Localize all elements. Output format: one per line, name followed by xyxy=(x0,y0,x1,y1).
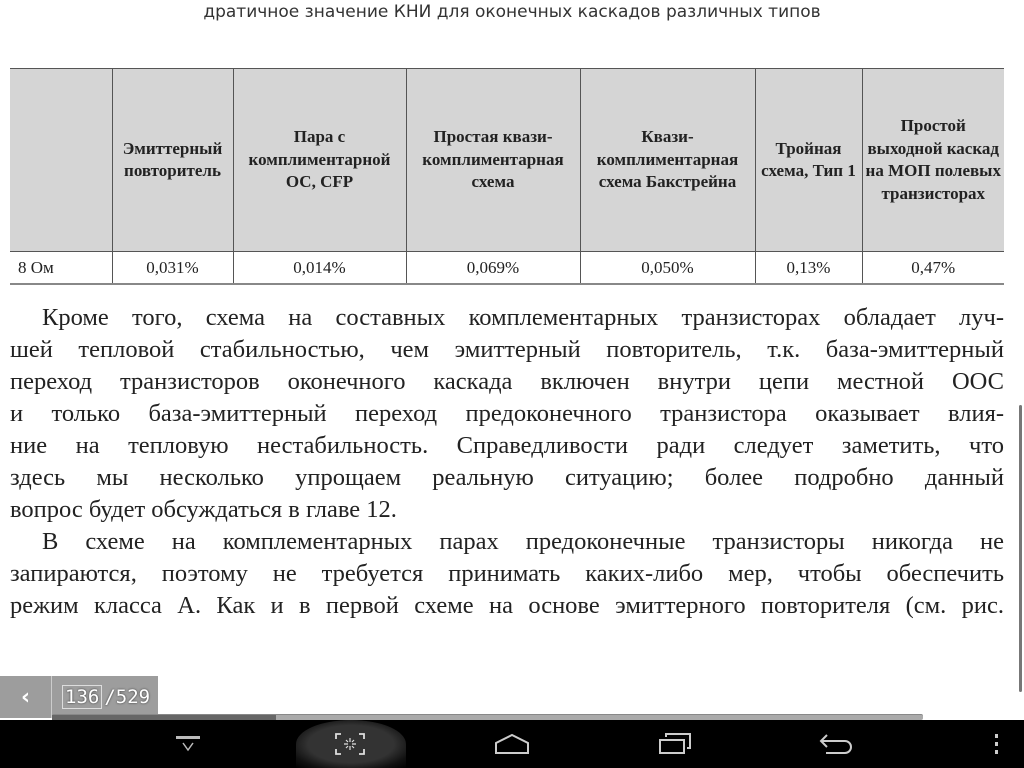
total-pages: /529 xyxy=(104,686,151,708)
text-line: запираются, поэтому не требуется принима… xyxy=(10,560,1004,587)
table-header: Простой выходной каскад на МОП полевых т… xyxy=(861,68,1004,252)
table-header: Тройная схема, Тип 1 xyxy=(754,68,862,252)
back-icon[interactable] xyxy=(816,720,856,768)
table-cell: 0,47% xyxy=(861,251,1004,285)
text-line: Кроме того, схема на составных комплемен… xyxy=(42,304,1004,331)
table-row: 8 Ом 0,031% 0,014% 0,069% 0,050% 0,13% 0… xyxy=(10,251,1004,285)
overflow-menu-icon[interactable] xyxy=(985,720,1009,768)
text-line: режим класса А. Как и в первой схеме на … xyxy=(10,592,1004,619)
text-line: шей тепловой стабильностью, чем эмиттерн… xyxy=(10,336,1004,363)
page-scrollbar[interactable] xyxy=(52,714,923,720)
table-cell: 0,014% xyxy=(232,251,406,285)
thd-table: Эмиттерный повторитель Пара с комплимент… xyxy=(10,68,1004,285)
table-cell: 0,031% xyxy=(111,251,233,285)
text-line: ние на тепловую нестабильность. Справедл… xyxy=(10,432,1004,459)
vertical-scrollbar[interactable] xyxy=(1019,405,1022,692)
table-header: Квази-комплиментарная схема Бакстрейна xyxy=(579,68,755,252)
table-cell: 0,069% xyxy=(405,251,580,285)
table-header: Пара с комплиментарной ОС, CFP xyxy=(232,68,406,252)
page-scrollbar-thumb[interactable] xyxy=(52,715,276,720)
system-navigation-bar xyxy=(0,720,1024,768)
hide-bar-icon[interactable] xyxy=(168,720,208,768)
text-line: вопрос будет обсуждаться в главе 12. xyxy=(10,496,397,523)
table-cell: 0,050% xyxy=(579,251,755,285)
page-navigator: ‹ 136 /529 xyxy=(0,676,158,718)
chevron-left-icon[interactable]: ‹ xyxy=(0,676,52,718)
text-line: переход транзисторов оконечного каскада … xyxy=(10,368,1004,395)
screenshot-button-highlight xyxy=(296,720,406,768)
current-page-input[interactable]: 136 xyxy=(62,685,103,709)
table-header: Простая квази-комплиментарная схема xyxy=(405,68,580,252)
body-text: Кроме того, схема на составных комплемен… xyxy=(10,302,1004,622)
home-icon[interactable] xyxy=(492,720,532,768)
recent-apps-icon[interactable] xyxy=(655,720,695,768)
page-caption: дратичное значение КНИ для оконечных кас… xyxy=(203,2,821,22)
text-line: В схеме на комплементарных парах предоко… xyxy=(42,528,1004,555)
table-header: Эмиттерный повторитель xyxy=(111,68,233,252)
text-line: и только база-эмиттерный переход предоко… xyxy=(10,400,1004,427)
text-line: здесь мы несколько упрощаем реальную сит… xyxy=(10,464,1004,491)
table-header-row: Эмиттерный повторитель Пара с комплимент… xyxy=(10,68,1004,252)
table-header xyxy=(10,68,112,252)
screenshot-icon[interactable] xyxy=(330,720,370,768)
table-cell: 8 Ом xyxy=(10,251,112,285)
table-cell: 0,13% xyxy=(754,251,862,285)
